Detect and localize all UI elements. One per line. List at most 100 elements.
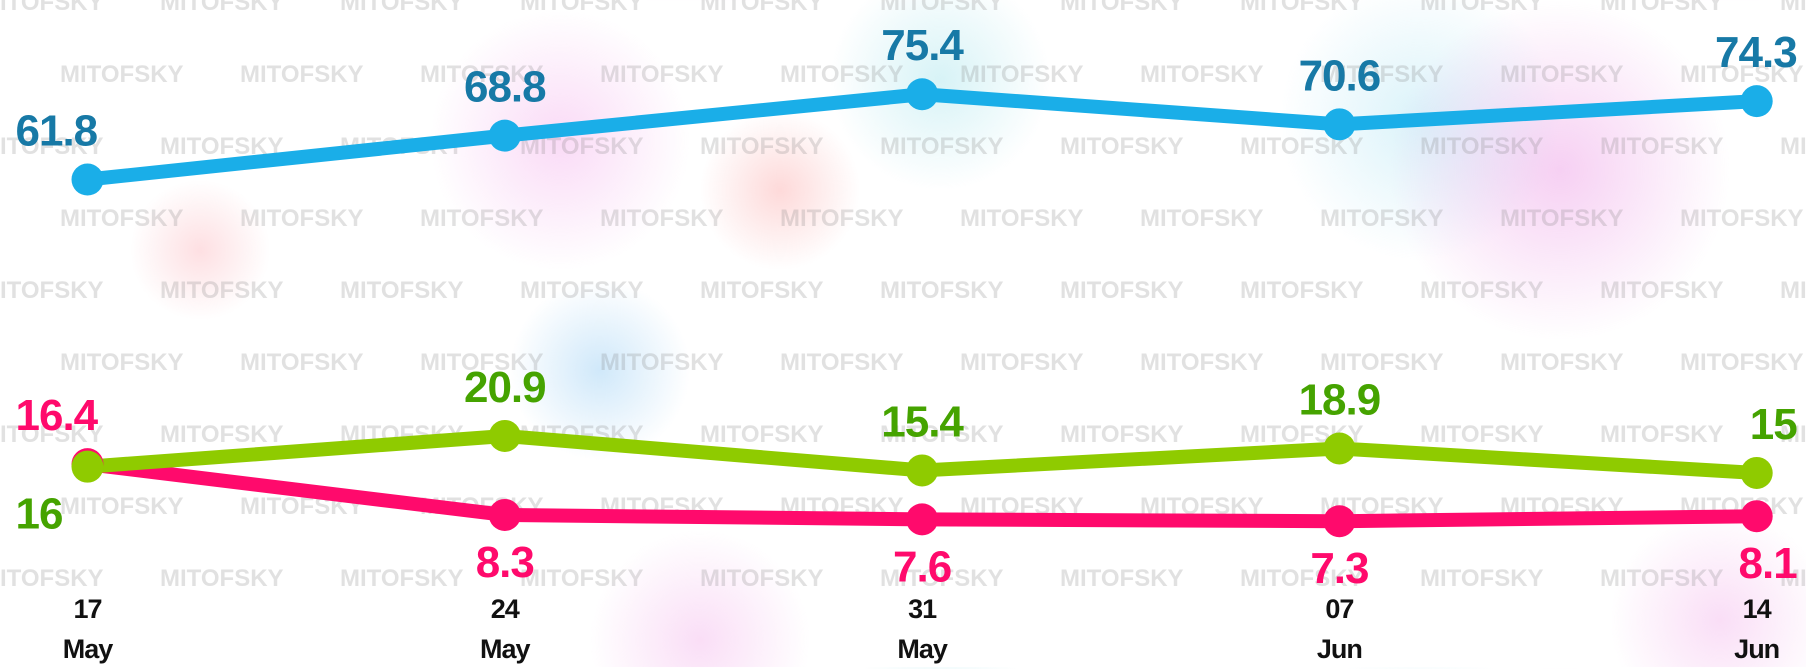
watermark: MITOFSKY xyxy=(1500,349,1624,376)
watermark: MITOFSKY xyxy=(0,277,104,304)
data-label: 15.4 xyxy=(881,397,964,446)
x-tick-label: 14 Jun xyxy=(1734,594,1780,664)
watermark: MITOFSKY xyxy=(780,205,904,232)
data-label: 8.1 xyxy=(1739,539,1798,588)
watermark: MITOFSKY xyxy=(600,61,724,88)
watermark: MITOFSKY xyxy=(1420,565,1544,592)
watermark: MITOFSKY xyxy=(1600,133,1724,160)
watermark: MITOFSKY xyxy=(1060,565,1184,592)
point xyxy=(1323,108,1356,141)
data-label: 68.8 xyxy=(464,63,546,112)
point xyxy=(1740,500,1773,533)
watermark: MITOFSKY xyxy=(780,349,904,376)
watermark: MITOFSKY xyxy=(700,277,824,304)
point xyxy=(906,454,939,487)
watermark: MITOFSKY xyxy=(240,205,364,232)
watermark: MITOFSKY xyxy=(1140,205,1264,232)
watermark: MITOFSKY xyxy=(1320,61,1444,88)
watermark: MITOFSKY xyxy=(700,565,824,592)
watermark: MITOFSKY xyxy=(600,205,724,232)
watermark: MITOFSKY xyxy=(1420,277,1544,304)
watermark: MITOFSKY xyxy=(60,349,184,376)
watermark: MITOFSKY xyxy=(1420,0,1544,16)
watermark: MITOFSKY xyxy=(1600,565,1724,592)
watermark: MITOFSKY xyxy=(420,349,544,376)
watermark: MITOFSKY xyxy=(340,277,464,304)
watermark: MITOFSKY xyxy=(1420,133,1544,160)
watermark: MITOFSKY xyxy=(240,61,364,88)
watermark: MITOFSKY xyxy=(0,133,104,160)
watermark: MITOFSKY xyxy=(700,0,824,16)
watermark: MITOFSKY xyxy=(240,349,364,376)
watermark: MITOFSKY xyxy=(1240,0,1364,16)
point xyxy=(488,498,521,531)
watermark: MITOFSKY xyxy=(420,205,544,232)
watermark: MITOFSKY xyxy=(1780,565,1806,592)
watermark: MITOFSKY xyxy=(160,277,284,304)
watermark: MITOFSKY xyxy=(780,61,904,88)
point xyxy=(906,78,939,111)
watermark: MITOFSKY xyxy=(1600,421,1724,448)
data-label: 7.3 xyxy=(1310,544,1368,593)
x-tick-label: 17 May xyxy=(62,594,114,664)
watermark: MITOFSKY xyxy=(880,421,1004,448)
point xyxy=(1740,456,1773,489)
watermark: MITOFSKY xyxy=(880,565,1004,592)
watermark: MITOFSKY xyxy=(160,0,284,16)
watermark: MITOFSKY xyxy=(880,133,1004,160)
data-label: 16 xyxy=(16,490,63,539)
data-label: 8.3 xyxy=(476,538,534,587)
data-label: 7.6 xyxy=(893,542,951,591)
watermark: MITOFSKY xyxy=(880,0,1004,16)
watermark: MITOFSKY xyxy=(1320,349,1444,376)
watermark: MITOFSKY xyxy=(0,565,104,592)
watermark: MITOFSKY xyxy=(1240,565,1364,592)
watermark: MITOFSKY xyxy=(1060,0,1184,16)
watermark: MITOFSKY xyxy=(160,565,284,592)
watermark: MITOFSKY xyxy=(960,205,1084,232)
watermark: MITOFSKY xyxy=(1240,277,1364,304)
watermark: MITOFSKY xyxy=(1780,277,1806,304)
watermark: MITOFSKY xyxy=(60,61,184,88)
watermark: MITOFSKY xyxy=(880,277,1004,304)
data-label: 61.8 xyxy=(16,107,98,156)
watermark: MITOFSKY xyxy=(520,565,644,592)
watermark: MITOFSKY xyxy=(520,0,644,16)
data-label: 16.4 xyxy=(16,391,99,440)
point xyxy=(71,163,104,196)
watermark: MITOFSKY xyxy=(1680,349,1804,376)
watermark: MITOFSKY xyxy=(340,565,464,592)
watermark: MITOFSKY xyxy=(700,133,824,160)
watermark: MITOFSKY xyxy=(60,493,184,520)
point xyxy=(488,419,521,452)
x-tick-label: 24 May xyxy=(480,594,531,664)
data-label: 18.9 xyxy=(1299,375,1381,424)
data-label: 75.4 xyxy=(881,21,964,70)
watermark: MITOFSKY xyxy=(1320,205,1444,232)
watermark: MITOFSKY xyxy=(1780,0,1806,16)
data-label: 70.6 xyxy=(1299,51,1381,100)
watermark: MITOFSKY xyxy=(1140,61,1264,88)
point xyxy=(1740,85,1773,118)
watermark: MITOFSKY xyxy=(1420,421,1544,448)
watermark: MITOFSKY xyxy=(1060,133,1184,160)
watermark: MITOFSKY xyxy=(0,0,104,16)
watermark: MITOFSKY xyxy=(160,421,284,448)
watermark: MITOFSKY xyxy=(1060,277,1184,304)
watermark: MITOFSKY xyxy=(1500,61,1624,88)
x-tick-label: 07 Jun xyxy=(1316,594,1363,664)
watermark: MITOFSKY xyxy=(600,349,724,376)
x-tick-label: 31 May xyxy=(897,594,948,664)
watermark: MITOFSKY xyxy=(420,61,544,88)
data-label: 20.9 xyxy=(464,363,546,412)
watermark: MITOFSKY xyxy=(520,277,644,304)
watermark: MITOFSKY xyxy=(1500,205,1624,232)
watermark: MITOFSKY xyxy=(960,61,1084,88)
point xyxy=(488,119,521,152)
watermark: MITOFSKY xyxy=(700,421,824,448)
watermark: MITOFSKY xyxy=(1600,277,1724,304)
watermark: MITOFSKY xyxy=(340,0,464,16)
data-label: 15 xyxy=(1750,400,1797,449)
point xyxy=(906,503,939,536)
